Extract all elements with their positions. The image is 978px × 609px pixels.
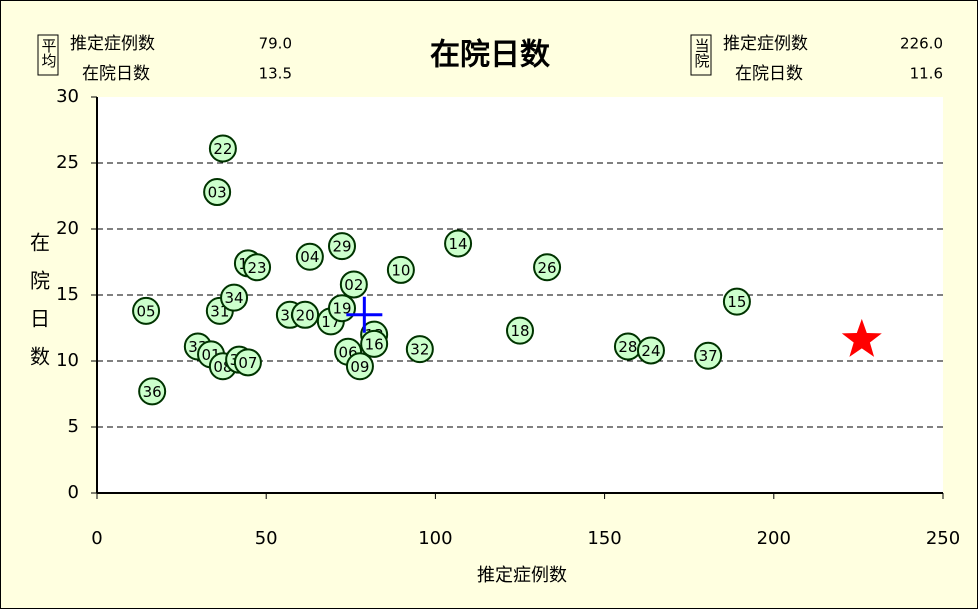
marker-label: 05 [137, 302, 156, 320]
x-tick-label: 200 [757, 528, 791, 549]
header-name: 在院日数 [82, 64, 150, 84]
marker [295, 242, 324, 271]
hospital-marker [841, 318, 882, 357]
marker-label: 18 [510, 322, 529, 340]
header-value: 79.0 [259, 35, 292, 53]
marker-label: 28 [618, 338, 637, 356]
marker [208, 134, 237, 163]
marker [405, 335, 434, 364]
marker-label: 02 [344, 276, 363, 294]
chart-title: 在院日数 [430, 38, 551, 73]
header-badge-label: 平均 [40, 38, 58, 69]
marker-label: 24 [641, 342, 660, 360]
marker-label: 20 [296, 306, 315, 324]
x-tick-label: 100 [418, 528, 452, 549]
marker [506, 316, 534, 345]
marker-label: 22 [213, 140, 232, 158]
y-tick-label: 30 [56, 86, 79, 107]
marker [132, 296, 161, 325]
header-value: 11.6 [910, 65, 943, 83]
marker [694, 341, 723, 370]
y-axis-label: 在院日数 [27, 232, 51, 384]
y-tick-label: 25 [56, 152, 79, 173]
marker-label: 14 [449, 235, 468, 253]
marker-label: 16 [365, 335, 384, 353]
marker-label: 04 [300, 248, 319, 266]
marker-label: 10 [391, 261, 410, 279]
x-tick-label: 250 [926, 528, 960, 549]
y-tick-label: 0 [68, 482, 79, 503]
y-tick-label: 5 [68, 416, 79, 437]
marker [233, 348, 262, 377]
marker-label: 32 [410, 341, 429, 359]
marker [138, 377, 167, 406]
marker-label: 34 [225, 289, 244, 307]
x-axis-label: 推定症例数 [477, 565, 567, 586]
header-badge [690, 34, 712, 76]
marker-label: 26 [538, 259, 557, 277]
average-marker [346, 296, 383, 333]
marker-label: 07 [238, 354, 257, 372]
marker [243, 253, 272, 282]
marker-label: 09 [350, 358, 369, 376]
marker-label: 23 [248, 259, 267, 277]
marker [345, 352, 374, 381]
marker [360, 329, 389, 358]
marker [291, 300, 320, 329]
marker-label: 15 [727, 293, 746, 311]
marker-label: 19 [332, 300, 351, 318]
header-name: 推定症例数 [723, 34, 808, 54]
header-name: 在院日数 [735, 64, 803, 84]
y-tick-label: 10 [56, 350, 79, 371]
marker [339, 270, 368, 299]
y-tick-label: 15 [56, 284, 79, 305]
marker [636, 336, 665, 365]
marker [328, 232, 357, 261]
y-tick-label: 20 [56, 218, 79, 239]
marker [386, 255, 415, 284]
marker-label: 37 [699, 347, 718, 365]
x-tick-label: 0 [91, 528, 102, 549]
marker [203, 178, 232, 207]
marker [533, 253, 562, 282]
marker [722, 287, 751, 316]
header-badge [37, 34, 59, 76]
marker-label: 03 [208, 184, 227, 202]
header-badge-label: 当院 [693, 38, 711, 69]
marker [220, 283, 249, 312]
header-name: 推定症例数 [70, 34, 155, 54]
x-tick-label: 150 [587, 528, 621, 549]
header-value: 13.5 [259, 65, 292, 83]
marker-label: 36 [143, 383, 162, 401]
x-tick-label: 50 [255, 528, 278, 549]
header-value: 226.0 [900, 35, 943, 53]
marker [444, 229, 473, 258]
marker-label: 29 [332, 238, 351, 256]
